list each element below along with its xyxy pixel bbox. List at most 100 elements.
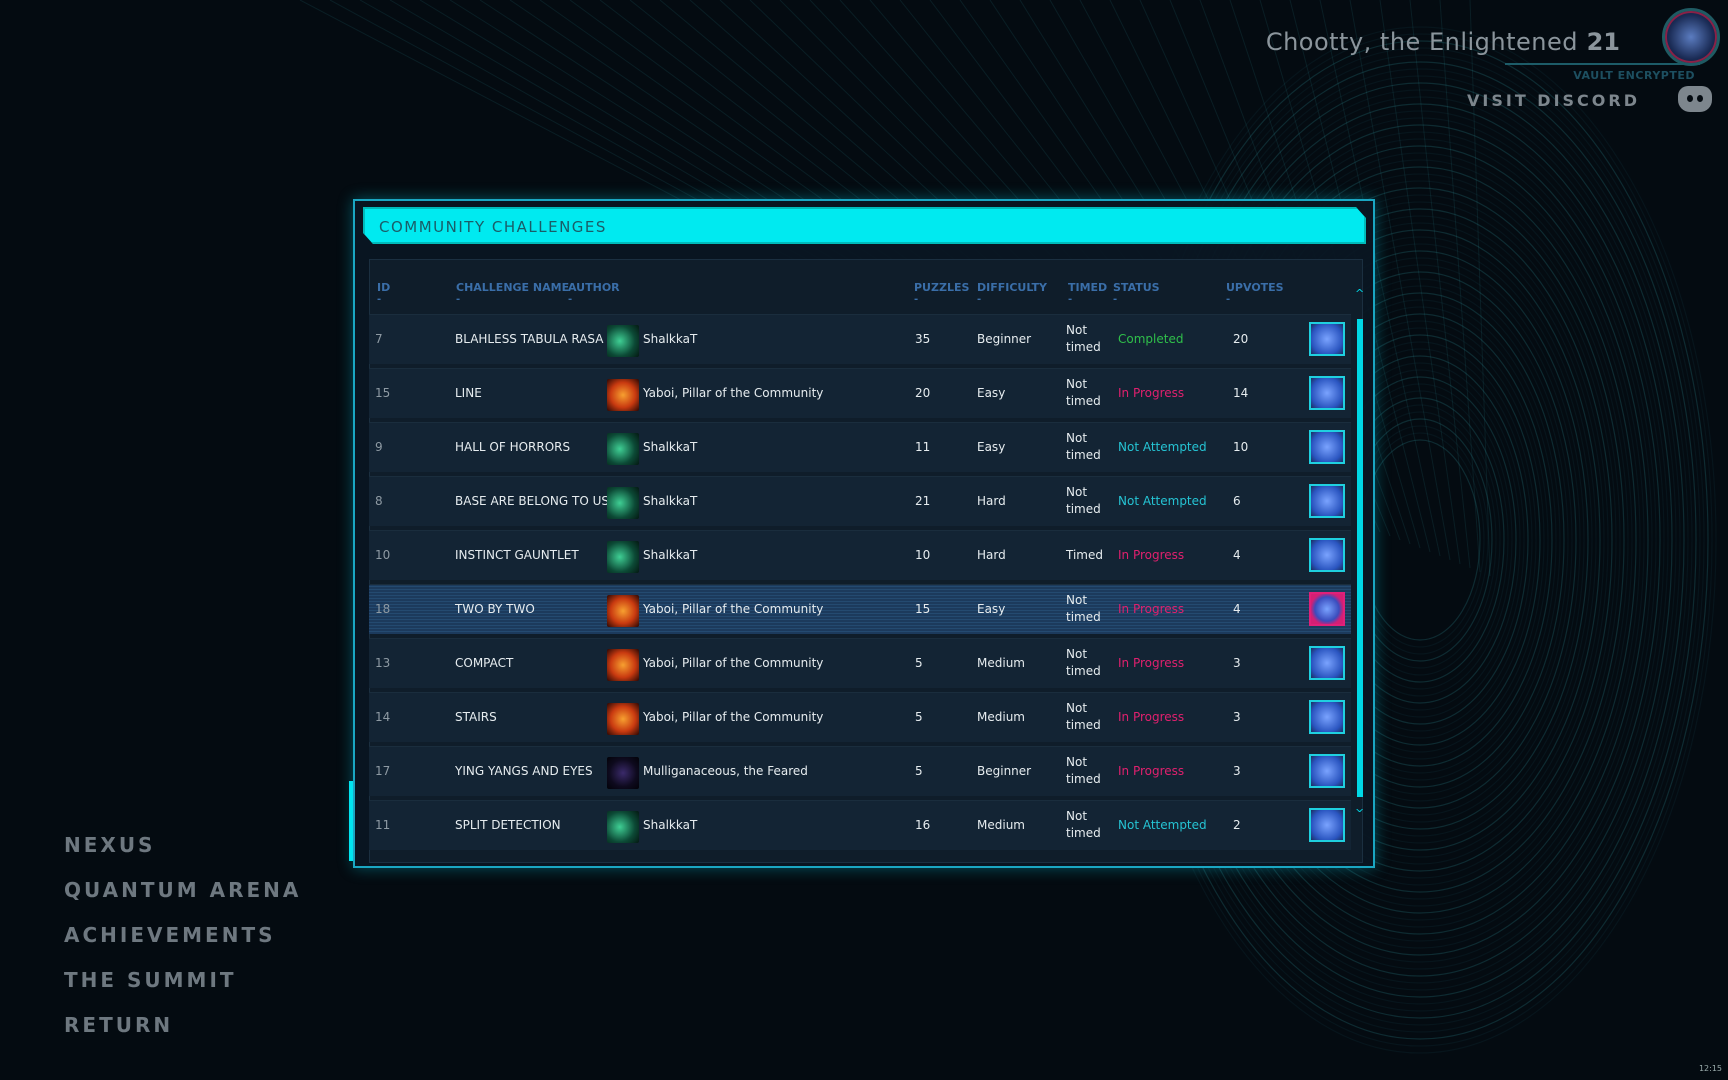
column-header[interactable]: AUTHOR — [568, 281, 620, 305]
upvotes: 20 — [1233, 332, 1249, 346]
row-id: 11 — [375, 818, 391, 832]
puzzle-count: 20 — [915, 386, 931, 400]
vault-status: VAULT ENCRYPTED — [1573, 69, 1695, 82]
column-header[interactable]: DIFFICULTY — [977, 281, 1047, 305]
main-nav: NEXUS QUANTUM ARENA ACHIEVEMENTS THE SUM… — [64, 832, 301, 1057]
upvotes: 3 — [1233, 656, 1241, 670]
panel-header: COMMUNITY CHALLENGES — [363, 207, 1366, 244]
difficulty: Beginner — [977, 332, 1032, 346]
challenge-name: INSTINCT GAUNTLET — [455, 548, 579, 562]
challenge-name: BASE ARE BELONG TO US — [455, 494, 609, 508]
status: Completed — [1118, 332, 1184, 346]
scroll-down-icon[interactable]: ^ — [1355, 801, 1365, 814]
table-row[interactable]: 17 YING YANGS AND EYES Mulliganaceous, t… — [369, 746, 1351, 796]
author-name: Mulliganaceous, the Feared — [643, 764, 808, 778]
author-name: ShalkkaT — [643, 548, 698, 562]
row-id: 17 — [375, 764, 391, 778]
author-avatar — [607, 325, 639, 357]
nav-the-summit[interactable]: THE SUMMIT — [64, 968, 237, 992]
scrollbar[interactable] — [1357, 319, 1363, 797]
difficulty: Beginner — [977, 764, 1032, 778]
challenge-name: COMPACT — [455, 656, 514, 670]
upvote-crystal-button[interactable] — [1309, 430, 1345, 464]
nav-nexus[interactable]: NEXUS — [64, 833, 156, 857]
nav-return[interactable]: RETURN — [64, 1013, 174, 1037]
upvote-crystal-button[interactable] — [1309, 754, 1345, 788]
timed: Not timed — [1066, 485, 1101, 516]
upvotes: 10 — [1233, 440, 1249, 454]
status: In Progress — [1118, 764, 1185, 778]
clock: 12:15 — [1698, 1064, 1722, 1073]
row-id: 8 — [375, 494, 383, 508]
challenge-name: TWO BY TWO — [455, 602, 535, 616]
puzzle-count: 5 — [915, 764, 923, 778]
difficulty: Easy — [977, 386, 1006, 400]
puzzle-count: 35 — [915, 332, 931, 346]
challenge-name: STAIRS — [455, 710, 497, 724]
table-row[interactable]: 10 INSTINCT GAUNTLET ShalkkaT 10 Hard Ti… — [369, 530, 1351, 580]
upvote-crystal-button[interactable] — [1309, 700, 1345, 734]
row-id: 13 — [375, 656, 391, 670]
row-id: 7 — [375, 332, 383, 346]
panel-title: COMMUNITY CHALLENGES — [379, 218, 607, 236]
column-headers: ID CHALLENGE NAMEAUTHOR PUZZLES DIFFICULTY T… — [355, 281, 1373, 305]
upvote-crystal-button[interactable] — [1309, 538, 1345, 572]
divider — [1505, 63, 1700, 65]
nav-achievements[interactable]: ACHIEVEMENTS — [64, 923, 276, 947]
table-row[interactable]: 8 BASE ARE BELONG TO US ShalkkaT 21 Hard… — [369, 476, 1351, 526]
upvotes: 6 — [1233, 494, 1241, 508]
table-row[interactable]: 11 SPLIT DETECTION ShalkkaT 16 Medium No… — [369, 800, 1351, 850]
nav-quantum-arena[interactable]: QUANTUM ARENA — [64, 878, 302, 902]
author-avatar — [607, 541, 639, 573]
upvote-crystal-button[interactable] — [1309, 484, 1345, 518]
table-row[interactable]: 13 COMPACT Yaboi, Pillar of the Communit… — [369, 638, 1351, 688]
difficulty: Hard — [977, 548, 1006, 562]
table-row[interactable]: 18 TWO BY TWO Yaboi, Pillar of the Commu… — [369, 584, 1351, 634]
difficulty: Medium — [977, 656, 1025, 670]
upvote-crystal-button[interactable] — [1309, 808, 1345, 842]
timed: Not timed — [1066, 647, 1101, 678]
status: In Progress — [1118, 548, 1185, 562]
puzzle-count: 11 — [915, 440, 931, 454]
avatar[interactable] — [1662, 8, 1720, 66]
author-avatar — [607, 703, 639, 735]
timed: Not timed — [1066, 431, 1101, 462]
ray-line — [1409, 0, 1471, 569]
challenge-name: LINE — [455, 386, 482, 400]
visit-discord-link[interactable]: VISIT DISCORD — [1467, 91, 1640, 110]
table-row[interactable]: 15 LINE Yaboi, Pillar of the Community 2… — [369, 368, 1351, 418]
swirl-line — [1359, 439, 1481, 641]
author-avatar — [607, 757, 639, 789]
upvote-crystal-button[interactable] — [1309, 376, 1345, 410]
table-row[interactable]: 7 BLAHLESS TABULA RASA ShalkkaT 35 Begin… — [369, 314, 1351, 364]
table-row[interactable]: 14 STAIRS Yaboi, Pillar of the Community… — [369, 692, 1351, 742]
challenge-name: BLAHLESS TABULA RASA — [455, 332, 604, 346]
table-row[interactable]: 9 HALL OF HORRORS ShalkkaT 11 Easy Not t… — [369, 422, 1351, 472]
puzzle-count: 16 — [915, 818, 931, 832]
author-avatar — [607, 487, 639, 519]
challenges-panel: COMMUNITY CHALLENGES ID CHALLENGE NAMEAUT… — [349, 199, 1375, 868]
difficulty: Hard — [977, 494, 1006, 508]
column-header[interactable]: UPVOTES — [1226, 281, 1284, 305]
timed: Not timed — [1066, 809, 1101, 840]
author-avatar — [607, 811, 639, 843]
ray-line — [1319, 0, 1441, 557]
column-header[interactable]: STATUS — [1113, 281, 1160, 305]
upvote-crystal-button[interactable] — [1309, 646, 1345, 680]
column-header[interactable]: CHALLENGE NAME — [456, 281, 569, 305]
discord-icon[interactable] — [1678, 86, 1712, 112]
puzzle-count: 5 — [915, 710, 923, 724]
difficulty: Easy — [977, 602, 1006, 616]
column-header[interactable]: TIMED — [1068, 281, 1107, 305]
profile-area: Chootty, the Enlightened 21 VAULT ENCRYP… — [1266, 0, 1728, 120]
status: Not Attempted — [1118, 818, 1207, 832]
column-header[interactable]: ID — [377, 281, 390, 305]
author-avatar — [607, 595, 639, 627]
scroll-up-icon[interactable]: ^ — [1355, 287, 1365, 300]
author-name: Yaboi, Pillar of the Community — [643, 656, 824, 670]
upvote-crystal-button[interactable] — [1309, 322, 1345, 356]
timed: Timed — [1066, 548, 1103, 562]
upvote-crystal-button[interactable] — [1309, 592, 1345, 626]
player-name: Chootty, the Enlightened — [1265, 28, 1578, 56]
column-header[interactable]: PUZZLES — [914, 281, 969, 305]
